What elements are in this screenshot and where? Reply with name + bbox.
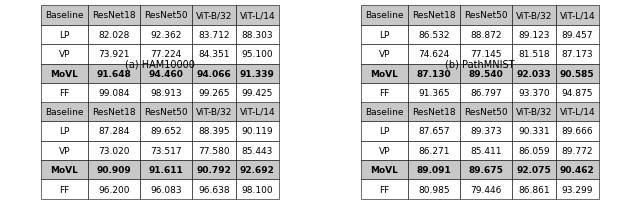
Text: (b) PathMNIST: (b) PathMNIST — [445, 59, 515, 69]
Text: (a) HAM10000: (a) HAM10000 — [125, 59, 195, 69]
